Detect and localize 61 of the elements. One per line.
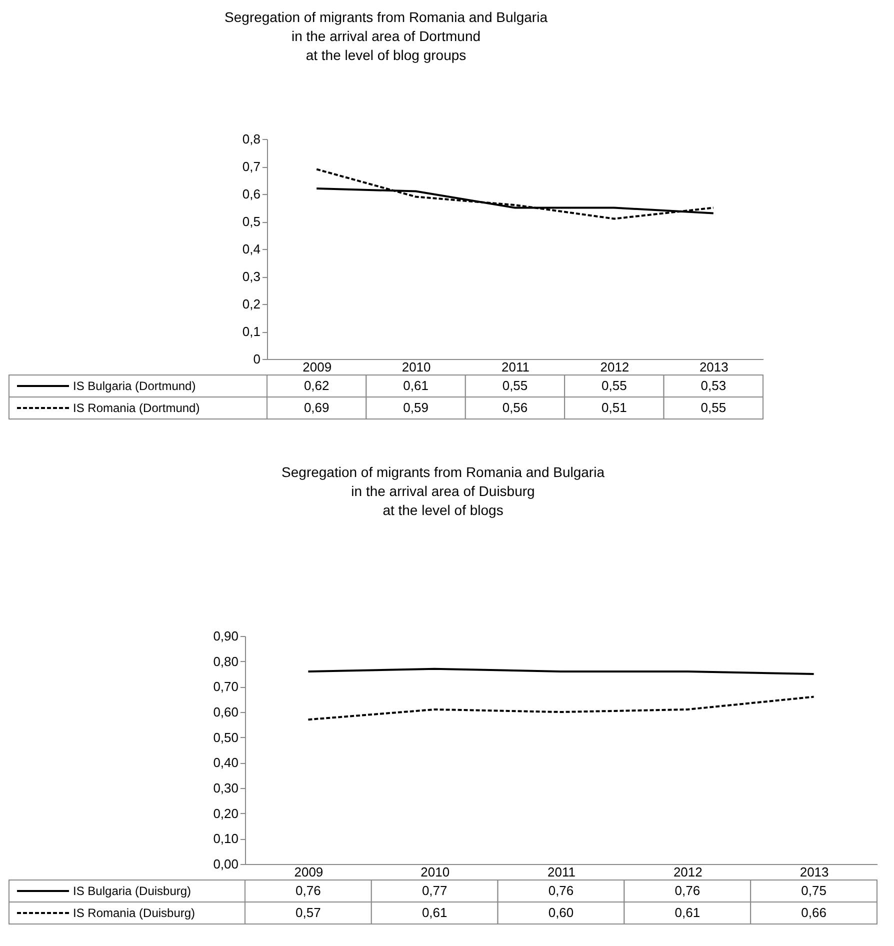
data-label: 0,51 <box>602 400 627 415</box>
data-label: 0,55 <box>502 378 528 393</box>
data-label: 0,57 <box>296 905 321 920</box>
y-tick-label: 0,1 <box>242 324 260 339</box>
y-tick-label: 0,10 <box>213 831 238 846</box>
x-tick-label: 2013 <box>699 360 728 374</box>
x-tick-label: 2010 <box>402 360 431 374</box>
data-label: 0,75 <box>801 883 826 898</box>
legend-label: IS Romania (Duisburg) <box>73 906 196 920</box>
y-tick-label: 0,5 <box>242 214 260 229</box>
legend-label: IS Bulgaria (Dortmund) <box>73 379 196 393</box>
y-tick-label: 0,00 <box>213 856 238 872</box>
y-tick-label: 0,4 <box>242 242 260 256</box>
line-series <box>307 696 815 721</box>
y-tick-label: 0,30 <box>213 780 238 796</box>
y-tick-label: 0,60 <box>213 704 238 720</box>
y-tick-label: 0,8 <box>242 132 260 146</box>
x-tick-label: 2012 <box>673 864 702 880</box>
data-label: 0,76 <box>548 883 574 898</box>
x-tick-label: 2012 <box>600 360 630 374</box>
text: in the arrival area of Dortmund <box>291 28 481 44</box>
text: at the level of blogs <box>382 502 504 518</box>
data-label: 0,55 <box>700 400 726 415</box>
data-label: 0,62 <box>304 378 330 393</box>
text: in the arrival area of Duisburg <box>351 483 535 499</box>
x-tick-label: 2011 <box>548 864 576 880</box>
y-tick-label: 0,3 <box>242 269 260 284</box>
y-tick-label: 0 <box>253 352 260 366</box>
line-series <box>316 168 714 220</box>
text: Segregation of migrants from Romania and Bulgaria <box>282 464 604 480</box>
x-tick-label: 2009 <box>302 360 332 374</box>
x-tick-label: 2010 <box>420 864 450 880</box>
x-tick-label: 2009 <box>294 864 324 880</box>
legend-label: IS Romania (Dortmund) <box>73 401 200 415</box>
text: Segregation of migrants from Romania and Bulgaria <box>224 9 548 25</box>
y-tick-label: 0,40 <box>213 755 238 770</box>
y-tick-label: 0,80 <box>213 654 238 669</box>
data-label: 0,60 <box>548 905 574 920</box>
y-tick-label: 0,7 <box>242 159 260 174</box>
data-label: 0,61 <box>403 378 428 393</box>
data-label: 0,56 <box>502 400 528 415</box>
y-tick-label: 0,90 <box>213 628 238 644</box>
y-tick-label: 0,6 <box>242 186 260 202</box>
y-tick-label: 0,50 <box>213 730 238 745</box>
data-label: 0,76 <box>674 883 700 898</box>
y-tick-label: 0,20 <box>213 806 238 821</box>
data-label: 0,69 <box>304 400 330 415</box>
data-label: 0,53 <box>700 378 726 393</box>
data-label: 0,77 <box>422 883 448 898</box>
data-label: 0,59 <box>403 400 428 415</box>
data-label: 0,66 <box>801 905 826 920</box>
y-tick-label: 0,2 <box>242 296 260 312</box>
x-tick-label: 2013 <box>800 864 829 880</box>
legend-label: IS Bulgaria (Duisburg) <box>73 884 192 898</box>
text: at the level of blog groups <box>306 47 466 63</box>
y-tick-label: 0,70 <box>213 679 238 694</box>
data-label: 0,55 <box>602 378 627 393</box>
x-tick-label: 2011 <box>502 360 530 374</box>
data-label: 0,61 <box>674 905 700 920</box>
data-label: 0,61 <box>422 905 448 920</box>
data-label: 0,76 <box>296 883 321 898</box>
